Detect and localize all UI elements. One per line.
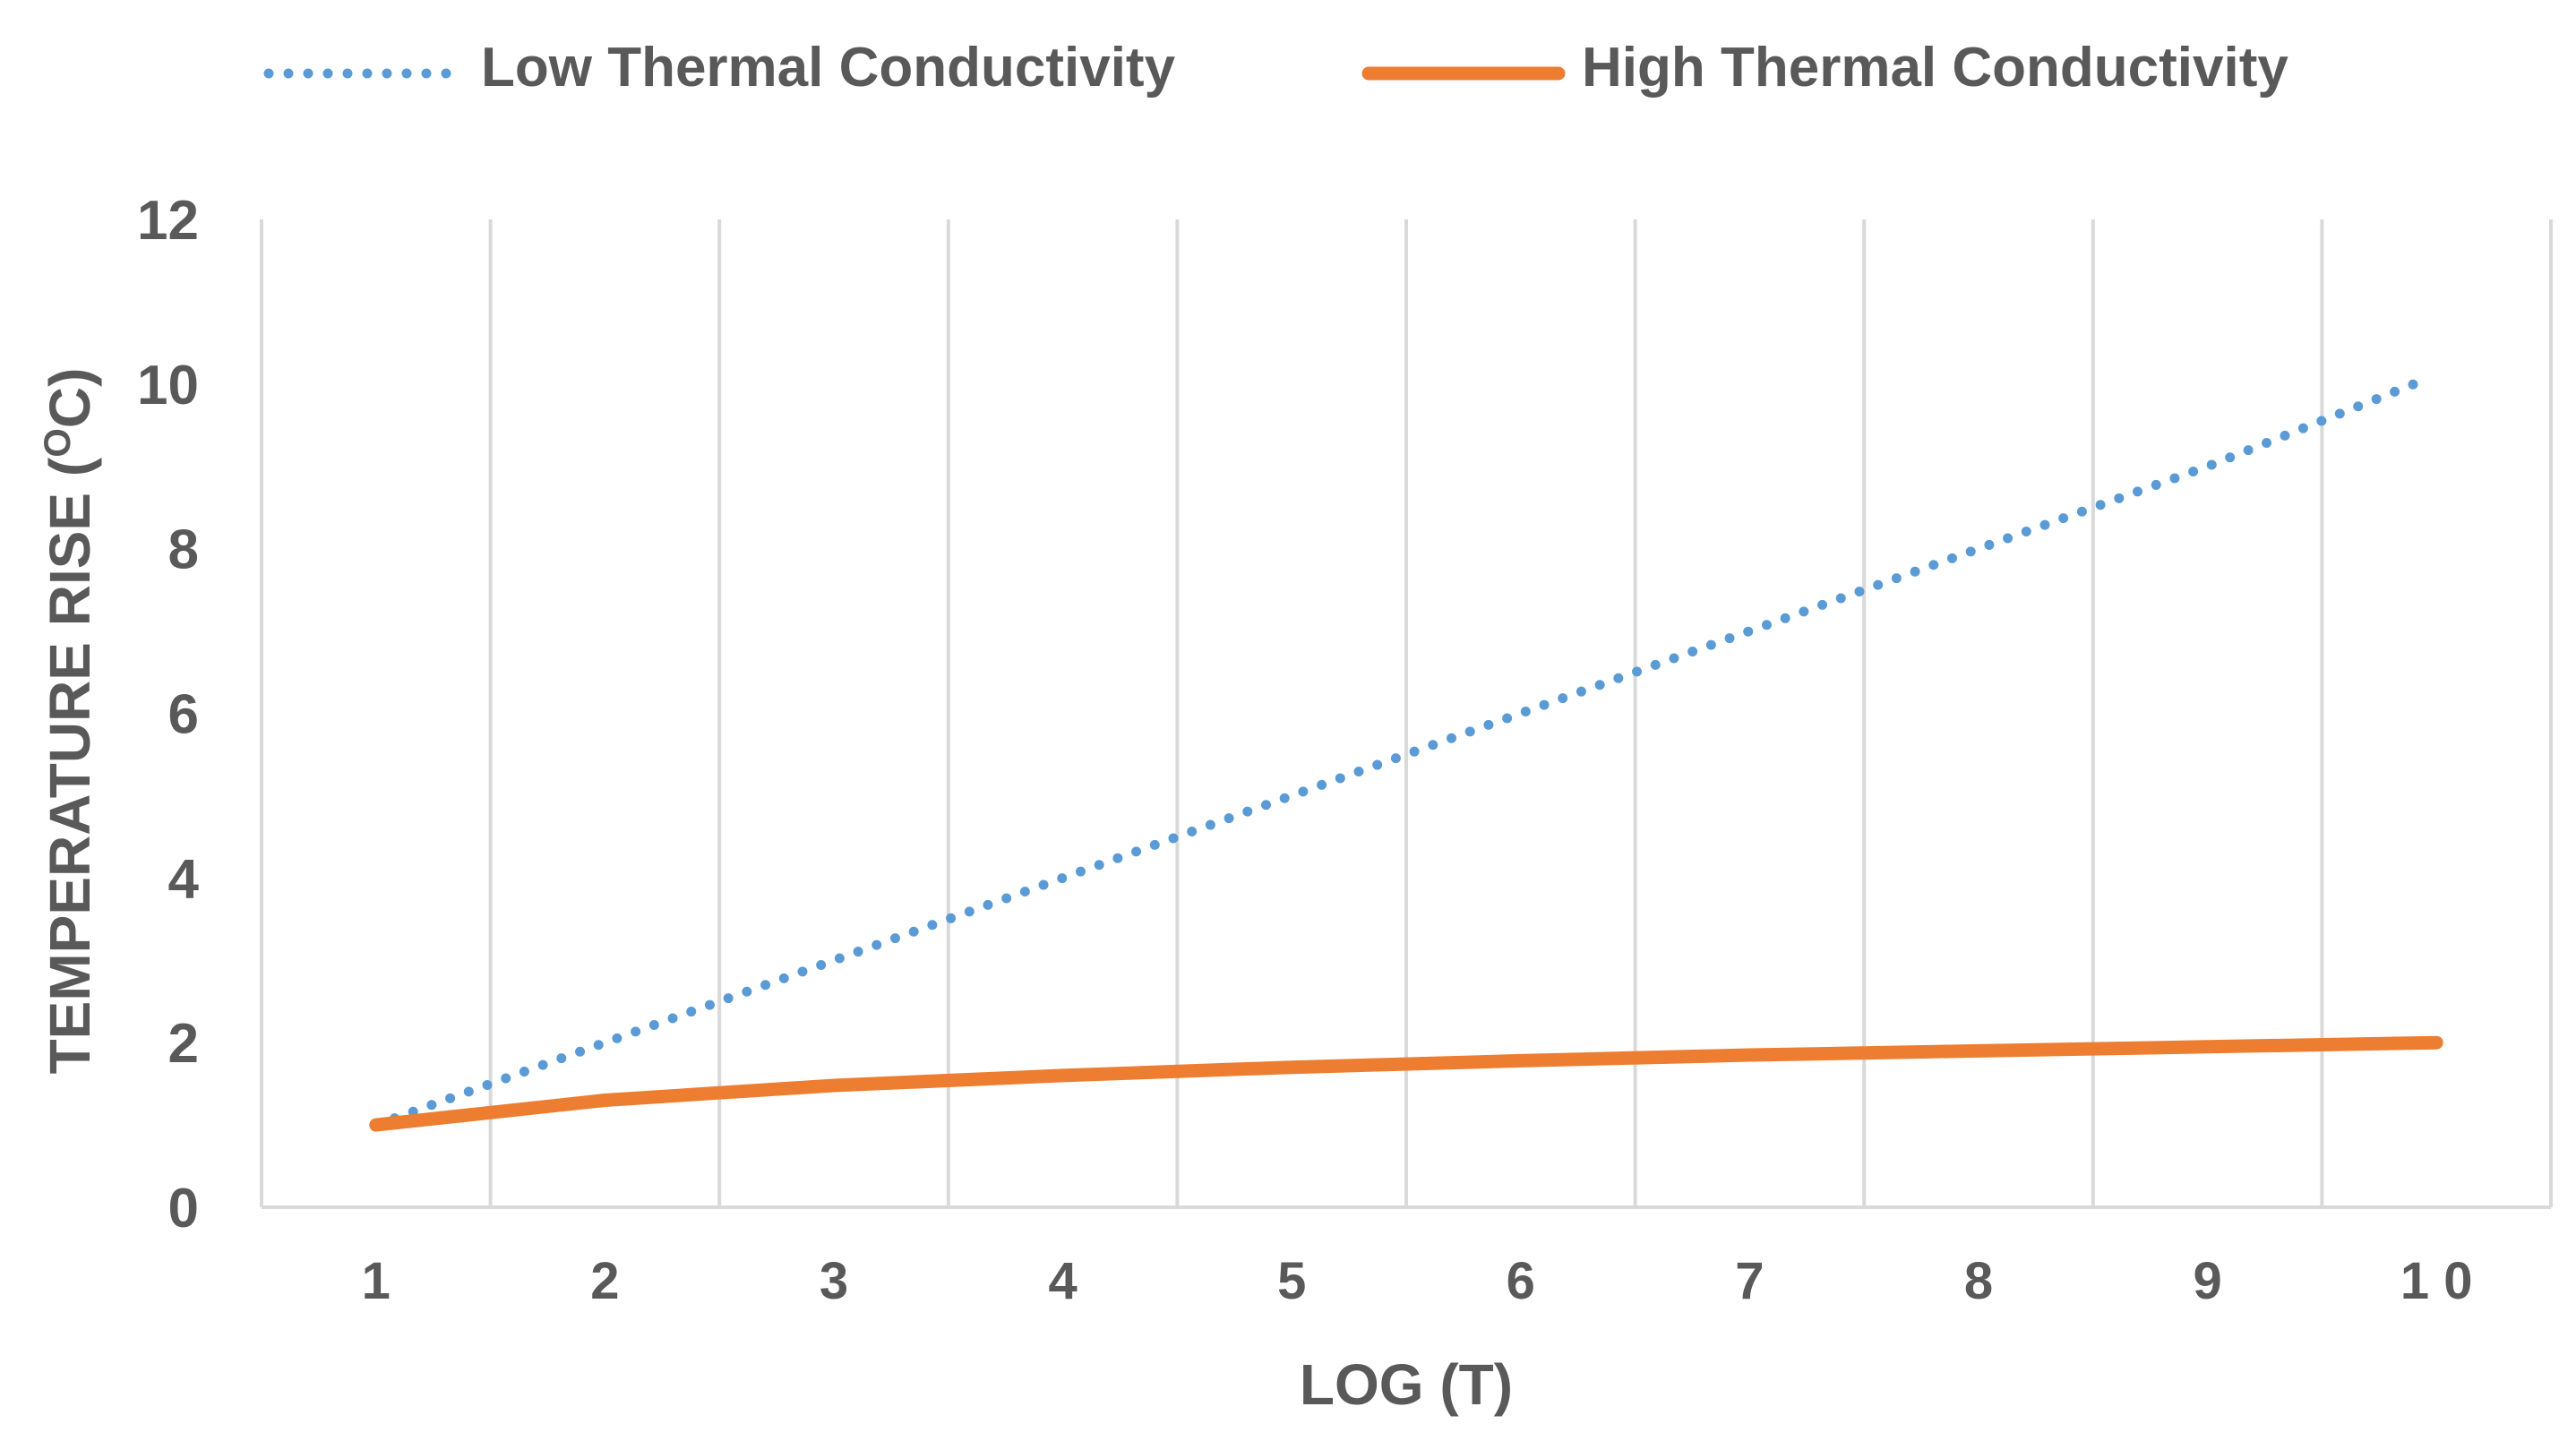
y-tick-label: 2 [168, 1013, 199, 1075]
x-axis-title: LOG (T) [1300, 1352, 1513, 1417]
y-axis-title-superscript: O [36, 428, 78, 458]
y-axis-title-main: TEMPERATURE RISE ( [38, 457, 102, 1074]
legend: Low Thermal Conductivity High Thermal Co… [263, 37, 2288, 99]
series-lines [369, 379, 2443, 1132]
y-tick-label: 8 [168, 519, 199, 581]
legend-label-low-thermal-conductivity: Low Thermal Conductivity [481, 37, 1176, 99]
y-tick-label: 0 [168, 1178, 199, 1239]
x-tick-label: 4 [1048, 1252, 1077, 1310]
gridlines [260, 219, 2553, 1207]
x-tick-label: 2 [590, 1252, 619, 1310]
y-tick-label: 4 [168, 848, 200, 910]
y-tick-label: 10 [137, 355, 199, 416]
y-tick-label: 6 [168, 684, 199, 746]
x-tick-label: 1 0 [2400, 1252, 2473, 1310]
x-tick-label: 5 [1277, 1252, 1306, 1310]
y-axis-title-tail: C) [38, 368, 102, 429]
y-tick-label: 12 [137, 190, 199, 252]
x-tick-label: 7 [1735, 1252, 1764, 1310]
series-line-high-thermal-conductivity [369, 1035, 2443, 1132]
x-axis-ticks: 1 2 3 4 5 6 7 8 9 1 0 [362, 1252, 2473, 1310]
y-axis-ticks: 0 2 4 6 8 10 12 [137, 190, 199, 1239]
legend-label-high-thermal-conductivity: High Thermal Conductivity [1582, 37, 2288, 99]
y-axis-title: TEMPERATURE RISE (OC) [36, 368, 102, 1075]
x-tick-label: 6 [1507, 1252, 1535, 1310]
x-tick-label: 9 [2193, 1252, 2221, 1310]
x-tick-label: 3 [820, 1252, 848, 1310]
x-tick-label: 1 [362, 1252, 391, 1310]
x-tick-label: 8 [1964, 1252, 1993, 1310]
